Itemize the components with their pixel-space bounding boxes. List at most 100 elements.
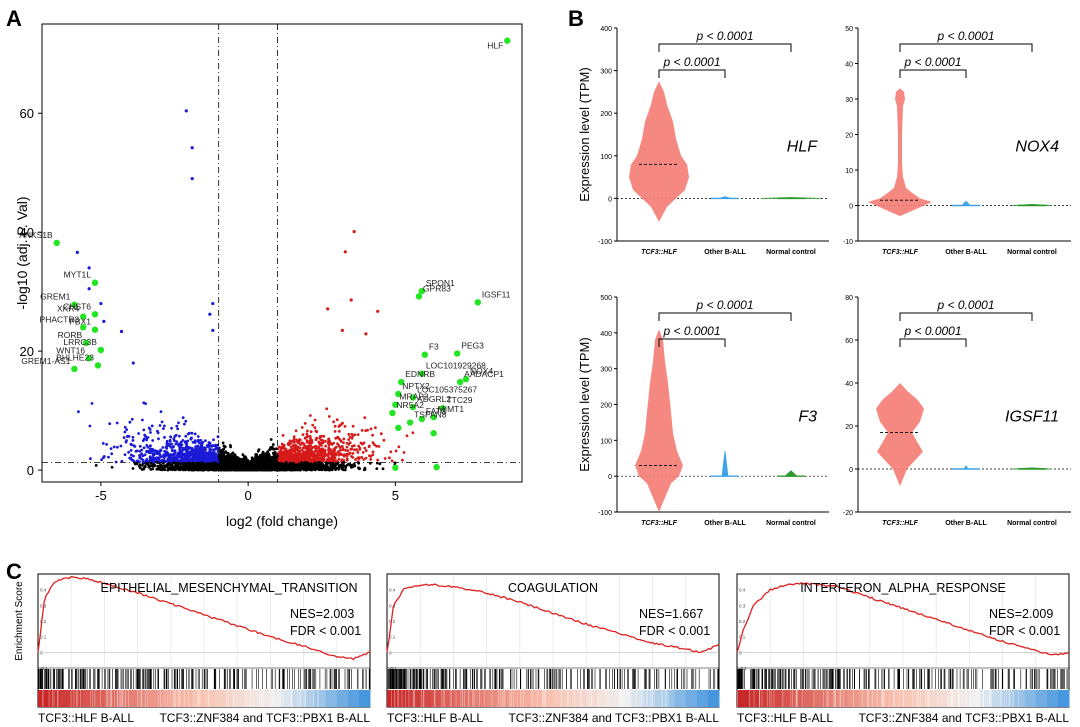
data-point [222, 444, 226, 448]
data-point [313, 426, 317, 429]
data-point [197, 439, 201, 443]
data-point [393, 461, 397, 465]
data-point [208, 444, 212, 447]
data-point [278, 445, 281, 449]
data-point [186, 462, 190, 466]
data-point [181, 448, 185, 452]
data-point [382, 438, 386, 442]
data-point [131, 435, 135, 439]
data-point [174, 462, 178, 466]
data-point [129, 442, 133, 446]
data-point [200, 465, 204, 469]
data-point [175, 440, 179, 443]
data-point [255, 455, 259, 459]
data-point [138, 464, 141, 468]
data-point [279, 459, 283, 463]
data-point [266, 450, 270, 453]
data-point [170, 449, 174, 453]
data-point [229, 444, 232, 447]
data-point [199, 439, 203, 442]
data-point [308, 460, 312, 463]
data-point [231, 454, 235, 458]
data-point [300, 441, 304, 445]
data-point [184, 419, 188, 423]
panel-label-a: A [6, 6, 22, 31]
data-point [211, 459, 214, 462]
data-point [138, 454, 142, 458]
data-point [292, 437, 296, 441]
data-point [180, 450, 184, 454]
x-tick-label: -5 [95, 488, 107, 503]
data-point [143, 464, 147, 468]
data-point [193, 441, 197, 444]
data-point [333, 424, 337, 428]
data-point [163, 455, 167, 458]
data-point [315, 454, 319, 457]
data-point [216, 443, 219, 447]
data-point [280, 442, 284, 446]
data-point [358, 467, 361, 470]
data-point [204, 448, 208, 451]
data-point [361, 451, 365, 454]
data-point [356, 450, 360, 454]
data-point [228, 454, 232, 458]
data-point [186, 439, 190, 443]
data-point [189, 437, 193, 441]
y-tick-label: 0 [27, 463, 34, 478]
data-point [108, 422, 112, 426]
data-point [351, 424, 355, 428]
data-point [160, 459, 164, 463]
data-point [122, 436, 126, 439]
data-point [329, 467, 333, 471]
data-point [270, 445, 274, 449]
data-point [369, 427, 373, 431]
data-point [176, 427, 180, 431]
data-point [147, 450, 151, 454]
data-point [175, 424, 179, 428]
data-point [286, 453, 289, 457]
data-point [138, 444, 142, 448]
data-point [330, 457, 333, 461]
data-point [193, 454, 197, 457]
data-point [367, 445, 371, 448]
data-point [345, 445, 349, 449]
data-point [110, 452, 114, 456]
data-point [301, 433, 305, 436]
data-point [211, 444, 215, 447]
data-point [329, 441, 332, 445]
data-point [181, 416, 185, 419]
data-point [132, 444, 136, 447]
data-point [202, 454, 206, 458]
data-point [371, 441, 375, 444]
data-point [183, 422, 186, 426]
data-point [145, 450, 149, 453]
data-point [135, 449, 139, 453]
data-point [313, 418, 317, 422]
data-point [176, 453, 180, 457]
data-point [179, 459, 182, 462]
data-point [212, 453, 216, 457]
data-point [89, 457, 92, 460]
data-point [338, 446, 342, 449]
data-point [172, 437, 176, 440]
data-point [319, 458, 322, 462]
data-point [307, 441, 311, 445]
data-point [211, 448, 215, 452]
data-point [272, 447, 276, 451]
data-point [334, 453, 338, 457]
data-point [363, 468, 367, 471]
data-point [174, 442, 178, 446]
data-point [366, 428, 369, 432]
data-point [141, 464, 144, 467]
data-point [334, 445, 338, 449]
data-point [165, 439, 169, 443]
data-point [88, 424, 92, 428]
data-point [123, 453, 127, 456]
data-point [371, 433, 374, 437]
data-point [212, 438, 215, 442]
data-point [208, 441, 212, 445]
data-point [207, 453, 211, 457]
data-point [189, 451, 193, 455]
data-point [383, 457, 387, 460]
